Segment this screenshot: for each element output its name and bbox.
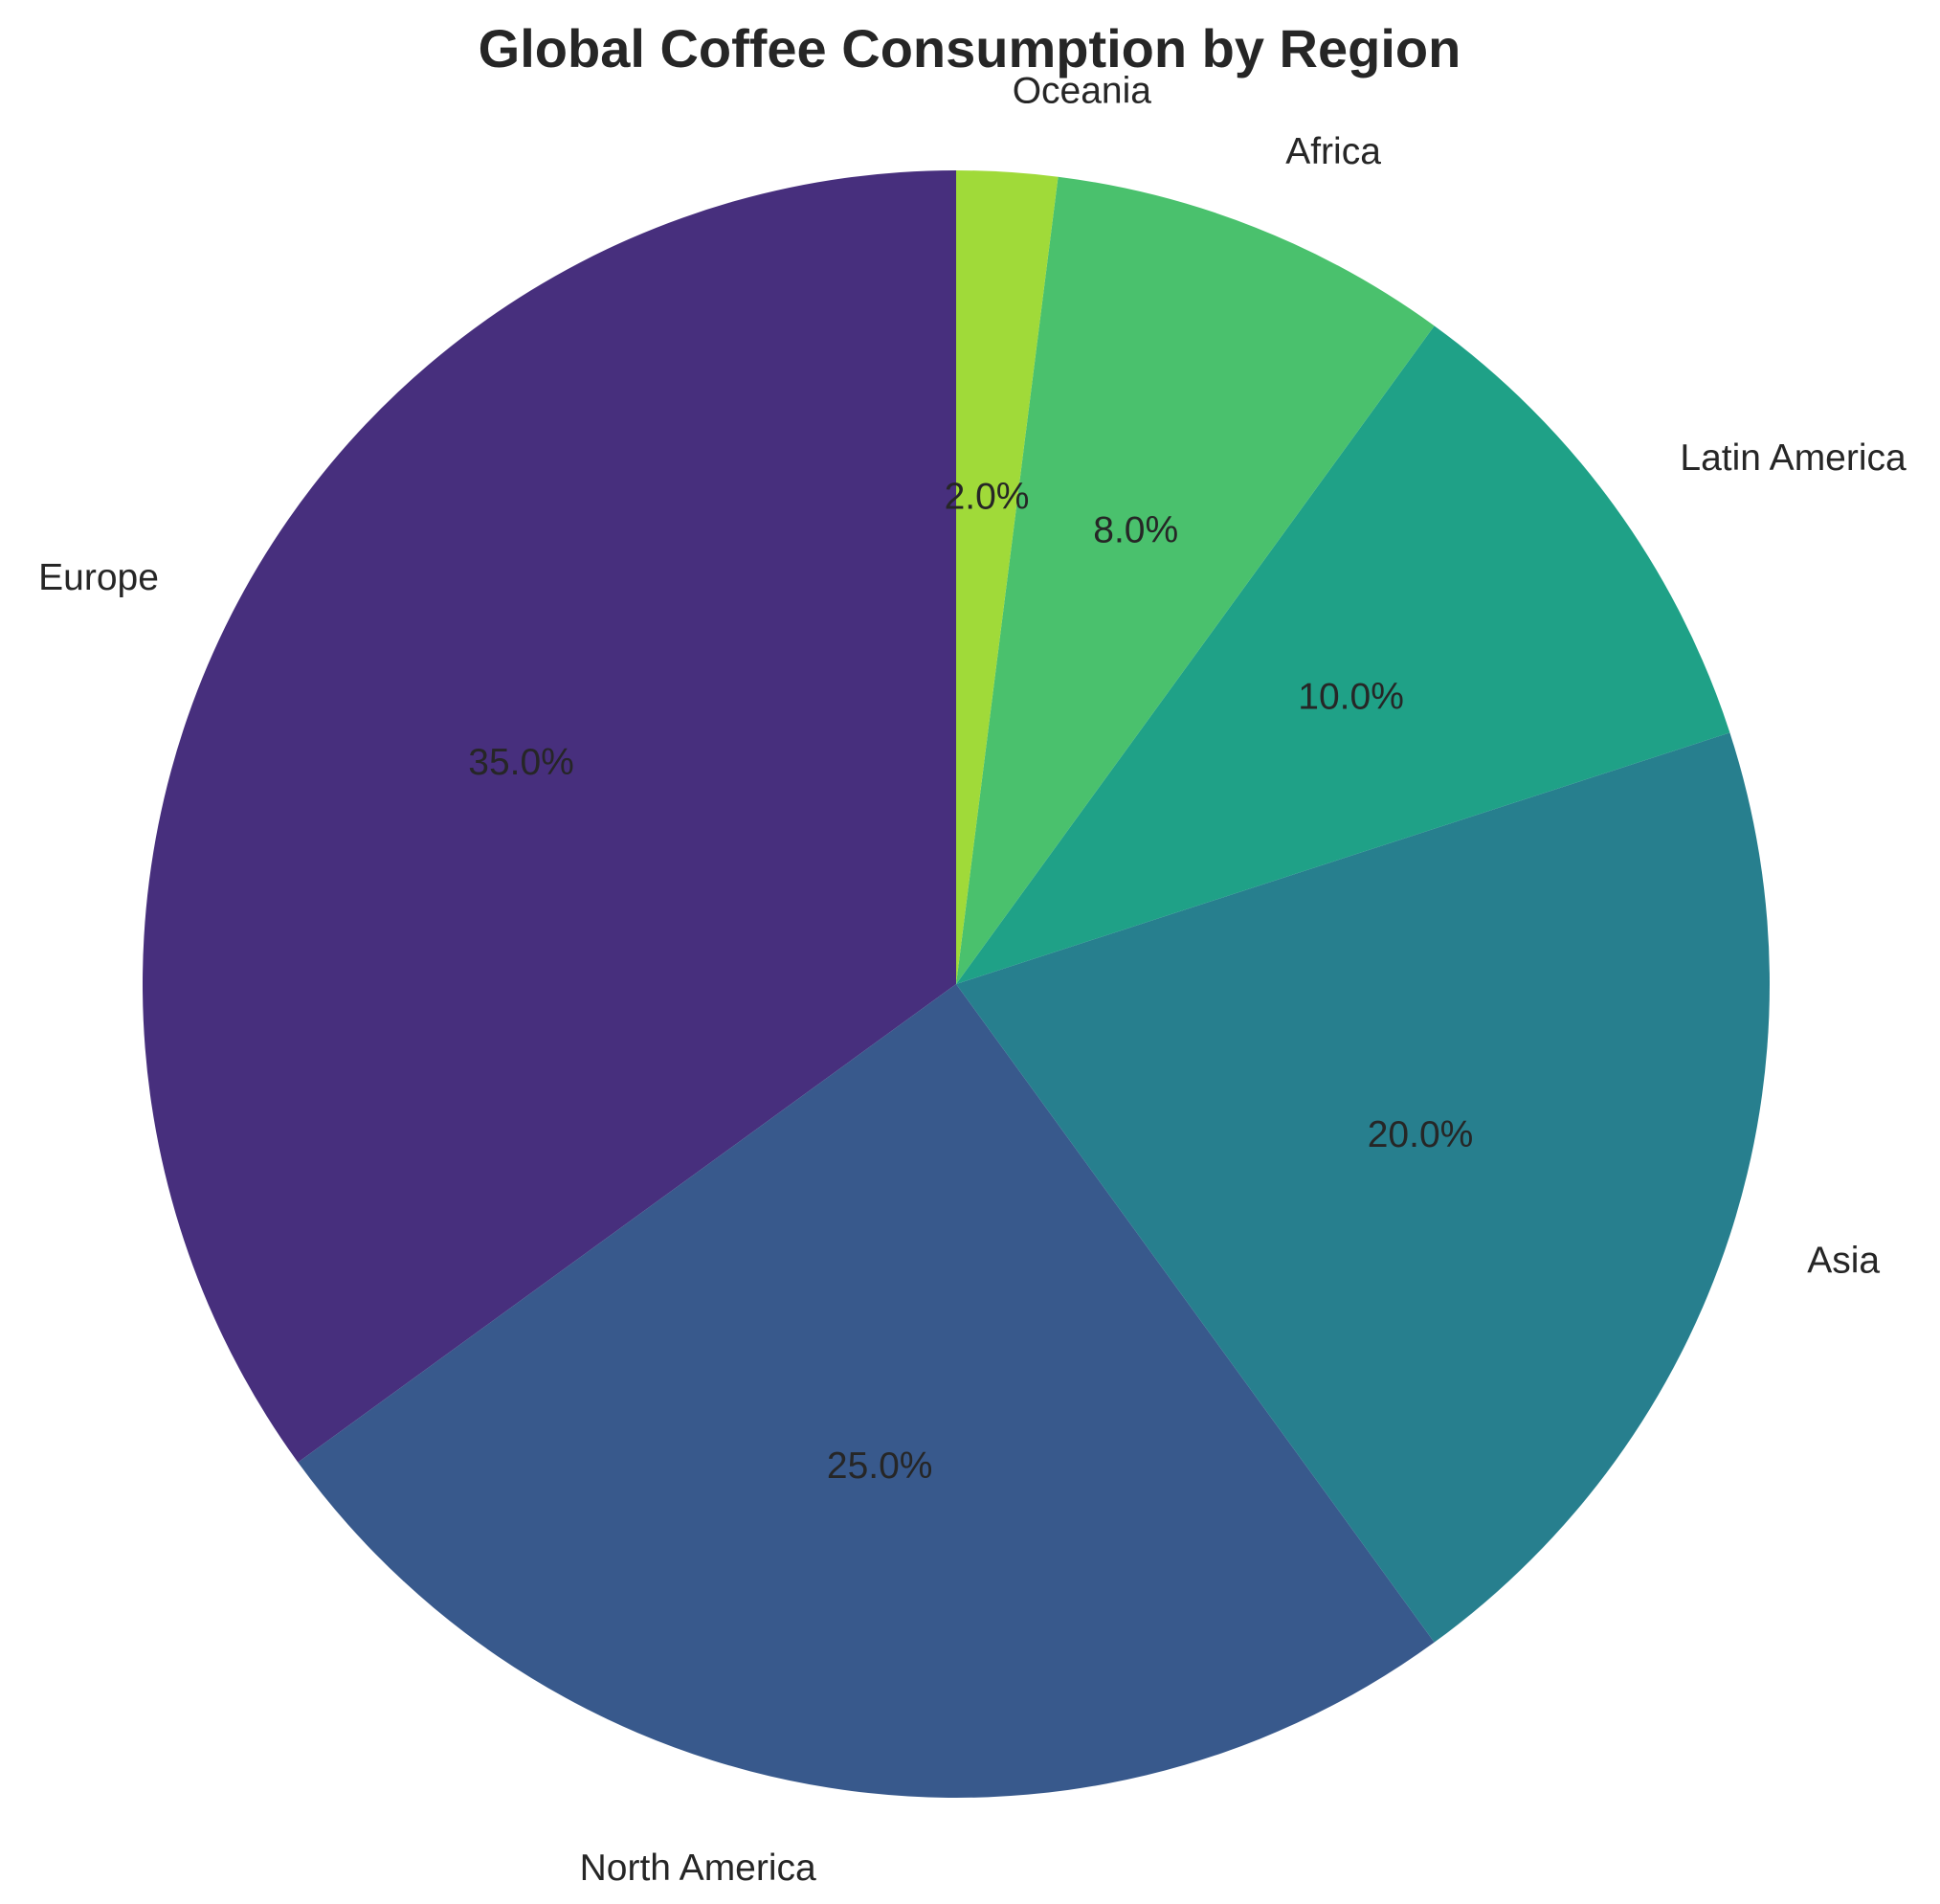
slice-asia xyxy=(956,732,1771,1643)
slice-latin-america xyxy=(956,325,1730,984)
category-labels: Europe North America Asia Latin America Afri… xyxy=(38,70,1907,1889)
category-label-oceania: Oceania xyxy=(1013,70,1152,111)
pct-label-north-america: 25.0% xyxy=(827,1445,933,1487)
pct-label-africa: 8.0% xyxy=(1093,509,1178,550)
pct-label-latin-america: 10.0% xyxy=(1298,677,1404,718)
category-label-latin-america: Latin America xyxy=(1680,437,1907,479)
slice-north-america xyxy=(298,984,1435,1798)
slice-europe xyxy=(143,170,956,1463)
pct-label-oceania: 2.0% xyxy=(945,477,1030,518)
slice-africa xyxy=(956,176,1435,984)
category-label-europe: Europe xyxy=(38,557,159,598)
pct-label-asia: 20.0% xyxy=(1368,1114,1474,1155)
category-label-north-america: North America xyxy=(580,1848,816,1889)
pct-label-europe: 35.0% xyxy=(468,742,574,783)
pie-slices xyxy=(143,170,1771,1798)
chart-title: Global Coffee Consumption by Region xyxy=(479,18,1461,78)
category-label-asia: Asia xyxy=(1807,1240,1880,1281)
percentage-labels: 35.0% 25.0% 20.0% 10.0% 8.0% 2.0% xyxy=(468,477,1473,1488)
category-label-africa: Africa xyxy=(1285,131,1381,172)
slice-oceania xyxy=(956,170,1059,984)
